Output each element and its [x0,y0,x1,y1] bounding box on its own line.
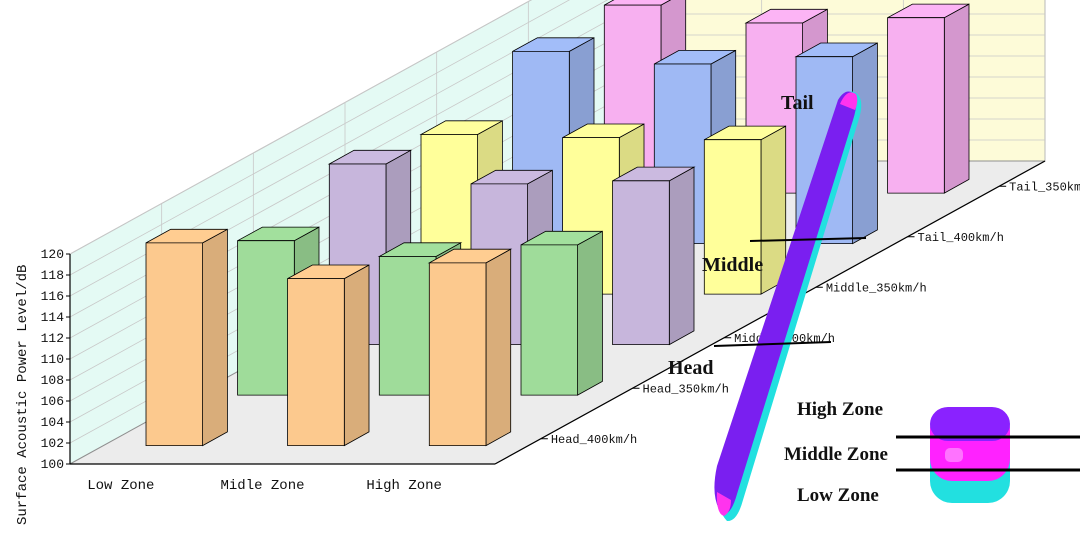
depth-axis-series-labels: Head_400km/hHead_350km/hMiddle_400km/hMi… [540,180,1080,447]
bar-front [378,256,437,396]
bar-front [520,244,578,396]
bar-side [577,230,603,396]
y-tick-label: 106 [41,394,64,409]
bar-front [237,240,295,396]
y-tick-label: 112 [41,331,64,346]
category-label: Midle Zone [220,478,304,494]
bar [427,248,513,447]
bar-front [287,278,345,447]
y-tick-label: 104 [41,415,65,430]
bar [703,125,787,295]
y-tick-label: 108 [41,373,64,388]
x-axis-categories: Low Zone Midle Zone High Zone [87,478,442,494]
y-tick-label: 120 [41,247,64,262]
bar-side [760,125,787,295]
train-tail-tip [840,92,858,110]
middle-label: Middle [702,254,763,276]
y-tick-label: 116 [41,289,64,304]
head-label: Head [668,357,714,379]
y-tick-label: 114 [41,310,65,325]
bar-side [202,228,228,447]
y-axis-label: Surface Acoustic Power Level/dB [15,265,31,525]
y-tick-label: 102 [41,436,64,451]
middle-zone-label: Middle Zone [784,444,888,465]
head-cut-line [713,341,832,347]
series-label: Head_400km/h [551,433,637,447]
bar-front [703,139,762,295]
bar-front [887,17,945,194]
bar-front [145,242,204,447]
y-tick-label: 100 [41,457,64,472]
tail-label: Tail [781,92,814,114]
bar-side [485,248,512,447]
bar-side [943,3,970,194]
train-body [714,91,857,515]
bar-front [612,180,670,346]
bar [612,166,696,346]
low-zone-label: Low Zone [797,485,879,506]
bar-side [852,42,878,245]
middle-cut-line [749,237,867,242]
y-tick-label: 118 [41,268,64,283]
bars-group [145,0,970,447]
bar [887,3,970,194]
series-label: Tail_350km/h [1009,180,1080,194]
bar-side [343,264,370,447]
series-label: Middle_350km/h [826,281,927,295]
train-head-tip [716,492,731,516]
bar-side [668,166,695,346]
bar-front [428,262,487,447]
category-label: High Zone [366,478,442,494]
y-axis-ticks: 100 102 104 106 108 110 112 114 116 118 120 [41,247,70,472]
series-label: Tail_400km/h [918,231,1004,245]
section-highlight [945,448,963,462]
bar [287,264,370,447]
series-label: Head_350km/h [643,382,729,396]
bar [520,230,603,396]
section-high [930,407,1010,441]
cross-section [896,407,1080,503]
y-tick-label: 110 [41,352,64,367]
high-zone-label: High Zone [797,399,883,420]
bar [145,228,228,447]
train-model [713,91,867,522]
category-label: Low Zone [87,478,154,494]
